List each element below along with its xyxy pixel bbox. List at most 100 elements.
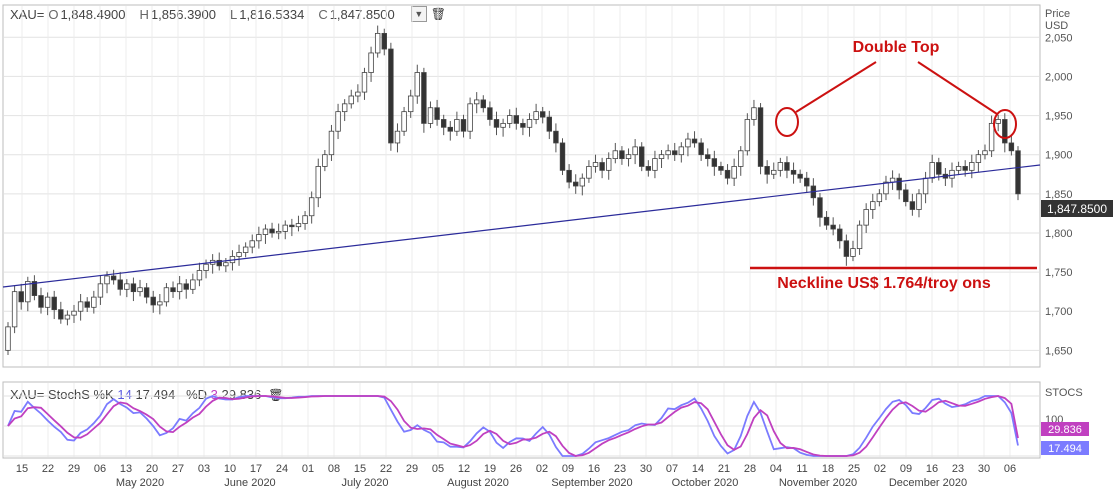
candle-body xyxy=(546,116,553,132)
candle-body xyxy=(823,216,830,226)
candle-body xyxy=(949,169,955,179)
chevron-down-icon[interactable]: ▼ xyxy=(410,6,427,22)
candle-body xyxy=(170,287,176,293)
candle-body xyxy=(176,283,183,293)
candle-body xyxy=(916,193,922,210)
candle-body xyxy=(25,281,31,303)
high-value: 1,856.3900 xyxy=(150,6,216,22)
candle-body xyxy=(440,119,447,128)
candle-body xyxy=(817,197,823,218)
candle-body xyxy=(771,169,777,175)
date-tick-label: 12 xyxy=(458,463,470,475)
candle-body xyxy=(124,283,130,290)
candle-body xyxy=(672,150,678,156)
candle-body xyxy=(104,275,110,285)
date-tick-label: 23 xyxy=(614,463,626,475)
date-tick-label: 09 xyxy=(900,463,912,475)
stoch-d-period: 3 xyxy=(210,387,218,402)
candle-body xyxy=(909,201,916,210)
candle-body xyxy=(790,169,797,175)
candle-body xyxy=(31,281,38,296)
date-tick-label: 19 xyxy=(484,463,496,475)
stoch-k-label: %K xyxy=(93,387,114,402)
date-tick-label: 05 xyxy=(432,463,444,475)
candle-body xyxy=(110,275,117,281)
date-tick-label: 10 xyxy=(224,463,236,475)
candle-body xyxy=(863,209,869,226)
candle-body xyxy=(625,154,632,160)
month-label: June 2020 xyxy=(224,477,275,489)
candle-body xyxy=(969,162,975,171)
price-tick-label: 1,900 xyxy=(1045,150,1073,162)
month-label: July 2020 xyxy=(341,477,388,489)
candle-body xyxy=(348,95,354,105)
candle-body xyxy=(361,72,368,93)
candle-body xyxy=(579,177,586,187)
date-tick-label: 01 xyxy=(302,463,314,475)
candle-body xyxy=(11,291,18,328)
double-top-label: Double Top xyxy=(853,39,940,56)
candle-body xyxy=(506,115,513,124)
price-tick-label: 1,750 xyxy=(1045,267,1073,279)
candle-body xyxy=(269,228,275,234)
candle-body xyxy=(856,224,863,250)
price-panel-frame xyxy=(2,4,1041,368)
candle-body xyxy=(64,314,71,320)
candle-body xyxy=(223,262,229,267)
month-label: May 2020 xyxy=(116,477,164,489)
candle-body xyxy=(599,162,605,171)
stoch-k-value: 17.494 xyxy=(135,387,176,402)
candle-body xyxy=(421,72,427,124)
month-label: November 2020 xyxy=(779,477,857,489)
candle-body xyxy=(982,150,988,156)
stoch-d-line xyxy=(7,395,1019,457)
date-ticks: 15 22 29 06 13 20 27 03 10 17 24 01 08 15 22 29 05 12 19 26… xyxy=(16,463,1016,475)
date-tick-label: 13 xyxy=(120,463,132,475)
candle-body xyxy=(850,248,856,257)
date-tick-label: 04 xyxy=(770,463,782,475)
grid xyxy=(4,6,1039,457)
date-tick-label: 27 xyxy=(172,463,184,475)
price-tick-label: 2,000 xyxy=(1045,71,1073,83)
candle-body xyxy=(724,169,731,179)
candle-body xyxy=(487,107,493,120)
candle-body xyxy=(691,138,698,144)
d-tag: 29.836 xyxy=(1048,424,1082,436)
price-tick-label: 1,950 xyxy=(1045,111,1073,123)
candle-body xyxy=(573,181,579,187)
date-tick-label: 18 xyxy=(822,463,834,475)
candle-body xyxy=(896,177,902,191)
candle-body xyxy=(784,162,790,171)
candle-body xyxy=(130,283,137,293)
candle-body xyxy=(830,224,836,230)
candle-body xyxy=(698,142,704,156)
symbol-label: XAU= xyxy=(10,6,45,22)
candle-body xyxy=(553,130,559,144)
candle-body xyxy=(619,150,625,160)
candle-body xyxy=(44,296,51,308)
candle-body xyxy=(447,126,453,132)
stoch-axis-title: STOCS xyxy=(1045,387,1083,399)
candle-body xyxy=(190,279,196,290)
candle-body xyxy=(870,201,876,210)
date-tick-label: 28 xyxy=(744,463,756,475)
candle-body xyxy=(374,32,381,54)
candle-body xyxy=(295,223,302,228)
candle-body xyxy=(388,48,394,144)
candle-body xyxy=(137,287,143,293)
candle-body xyxy=(929,162,935,179)
last-price-tag-bg xyxy=(1041,200,1113,217)
candle-body xyxy=(275,230,282,234)
candle-body xyxy=(936,162,942,175)
candle-body xyxy=(242,246,249,253)
open-label: O xyxy=(48,6,59,22)
date-tick-label: 30 xyxy=(640,463,652,475)
stoch-d-label: %D xyxy=(186,387,208,402)
date-tick-label: 16 xyxy=(926,463,938,475)
low-label: L xyxy=(230,6,238,22)
d-tag-bg xyxy=(1041,422,1089,436)
price-axis-title: Price xyxy=(1045,8,1070,20)
date-tick-label: 24 xyxy=(276,463,288,475)
price-ticks: 2,050 2,000 1,950 1,900 1,850 1,800 1,750 1,700… xyxy=(1045,32,1073,357)
price-tick-label: 1,700 xyxy=(1045,306,1073,318)
